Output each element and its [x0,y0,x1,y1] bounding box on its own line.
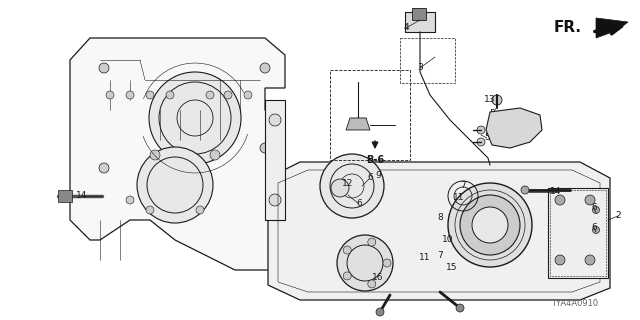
Text: 9: 9 [375,172,381,180]
Text: 14: 14 [76,191,88,201]
Circle shape [477,126,485,134]
Circle shape [137,147,213,223]
Circle shape [376,308,384,316]
Circle shape [337,235,393,291]
Text: 1: 1 [527,133,533,142]
Text: 6: 6 [356,199,362,209]
Circle shape [149,72,241,164]
Text: 7: 7 [437,252,443,260]
Text: 7: 7 [460,181,466,190]
Polygon shape [70,38,285,270]
Circle shape [383,259,391,267]
Text: 10: 10 [442,236,454,244]
Circle shape [472,207,508,243]
Bar [330,70,410,160]
Circle shape [146,91,154,99]
Circle shape [150,150,160,160]
Circle shape [196,206,204,214]
Text: 13: 13 [484,95,496,105]
Polygon shape [596,18,628,38]
Circle shape [368,238,376,246]
Circle shape [343,246,351,254]
Circle shape [126,91,134,99]
Circle shape [106,91,114,99]
Circle shape [210,150,220,160]
Text: 12: 12 [342,180,354,188]
Circle shape [521,186,529,194]
Circle shape [269,194,281,206]
Circle shape [343,272,351,280]
Circle shape [224,91,232,99]
Text: 6: 6 [591,223,597,233]
Text: 15: 15 [446,263,458,273]
Circle shape [99,163,109,173]
Polygon shape [486,108,542,148]
Bar [550,190,606,276]
Circle shape [585,195,595,205]
Text: FR.: FR. [554,20,582,36]
Text: 3: 3 [417,63,423,73]
Text: 4: 4 [403,23,409,33]
Text: 11: 11 [453,193,465,202]
Circle shape [260,143,270,153]
Bar [58,190,72,202]
Text: 5: 5 [489,109,495,118]
Circle shape [555,195,565,205]
Circle shape [492,95,502,105]
Polygon shape [268,162,610,300]
Circle shape [260,63,270,73]
Text: 2: 2 [615,212,621,220]
Bar [400,38,455,83]
Circle shape [456,304,464,312]
Circle shape [518,128,526,136]
Circle shape [555,255,565,265]
Bar [412,8,426,20]
Circle shape [477,138,485,146]
Circle shape [448,183,532,267]
Circle shape [593,227,600,234]
Circle shape [320,154,384,218]
Polygon shape [346,118,370,130]
Circle shape [269,114,281,126]
Text: 14: 14 [550,188,562,196]
Circle shape [146,206,154,214]
Text: TYA4A0910: TYA4A0910 [551,299,598,308]
Text: 11: 11 [419,252,431,261]
Circle shape [501,116,509,124]
Text: 8: 8 [437,213,443,222]
Text: 6: 6 [591,204,597,212]
Circle shape [206,91,214,99]
Bar [405,12,435,32]
Circle shape [460,195,520,255]
Bar [548,188,608,278]
Bar [265,100,285,220]
Circle shape [244,91,252,99]
Circle shape [331,179,349,197]
Circle shape [593,206,600,213]
Circle shape [585,255,595,265]
Circle shape [368,280,376,288]
Circle shape [126,196,134,204]
Text: B-6: B-6 [366,155,384,165]
Text: 5: 5 [484,133,490,142]
Text: 16: 16 [372,274,384,283]
Circle shape [99,63,109,73]
Text: 6: 6 [367,173,373,182]
Circle shape [166,91,174,99]
